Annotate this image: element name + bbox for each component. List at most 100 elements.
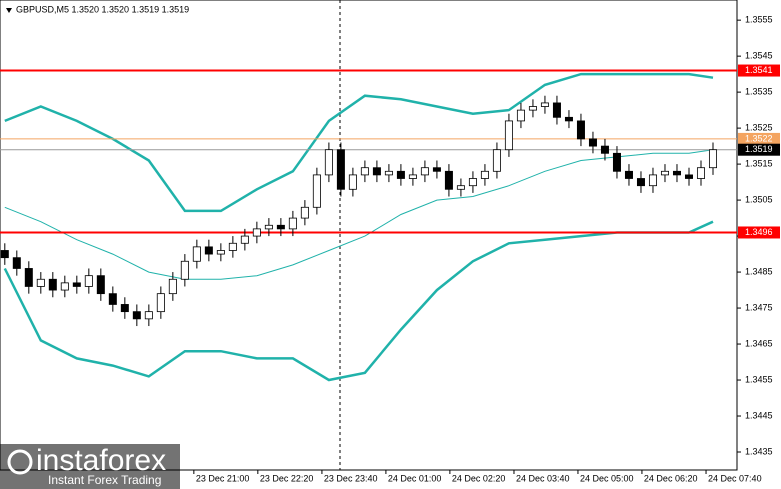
candle-body [264, 224, 273, 230]
band-line [4, 72, 714, 213]
candle-body [12, 257, 21, 269]
candle-body [96, 275, 105, 295]
candle-body [432, 167, 441, 172]
candle-body [612, 152, 621, 172]
y-tick-label: 1.3465 [745, 338, 773, 348]
level-label: 1.3496 [745, 227, 773, 237]
level-label-bg [738, 132, 780, 145]
y-tick-label: 1.3535 [745, 87, 773, 97]
candle-body [276, 224, 285, 230]
y-tick-label: 1.3475 [745, 302, 773, 312]
candle-body [240, 235, 249, 244]
candle-body [444, 170, 453, 190]
candle-body [180, 260, 189, 280]
candle-body [324, 149, 333, 176]
y-tick-label: 1.3505 [745, 194, 773, 204]
y-tick-label: 1.3555 [745, 15, 773, 25]
y-tick-label: 1.3525 [745, 122, 773, 132]
candle-body [372, 167, 381, 176]
watermark-tagline: Instant Forex Trading [48, 473, 161, 487]
candle-body [252, 228, 261, 237]
y-tick-label: 1.3455 [745, 374, 773, 384]
candle-body [672, 170, 681, 176]
candle-body [120, 304, 129, 313]
y-tick-label: 1.3435 [745, 446, 773, 456]
candle-body [648, 174, 657, 187]
band-line [3, 220, 714, 382]
x-tick-label: 23 Dec 22:20 [260, 473, 314, 483]
level-label-bg [738, 143, 780, 156]
x-tick-label: 24 Dec 06:20 [644, 473, 698, 483]
candle-body [192, 246, 201, 262]
candle-body [36, 278, 45, 287]
candle-body [588, 138, 597, 147]
candle-body [684, 174, 693, 179]
candle-body [396, 170, 405, 179]
candle-body [516, 109, 525, 122]
x-tick-label: 24 Dec 02:20 [452, 473, 506, 483]
chart-title: GBPUSD,M5 1.3520 1.3520 1.3519 1.3519 [16, 4, 189, 14]
candle-body [696, 167, 705, 179]
candle-body [348, 174, 357, 190]
candle-body [456, 185, 465, 190]
x-tick-label: 23 Dec 23:40 [324, 473, 378, 483]
level-label: 1.3519 [745, 144, 773, 154]
candle-body [108, 293, 117, 305]
candle-body [300, 206, 309, 219]
candle-body [360, 167, 369, 176]
candle-body [72, 282, 81, 287]
candle-body [540, 102, 549, 107]
watermark: instaforex Instant Forex Trading [0, 444, 180, 489]
x-tick-label: 24 Dec 01:00 [388, 473, 442, 483]
candle-body [336, 149, 345, 190]
candle-body [528, 106, 537, 111]
candle-body [552, 102, 561, 118]
candle-body [480, 170, 489, 179]
candle-body [384, 170, 393, 176]
candle-body [576, 120, 585, 140]
candle-body [312, 174, 321, 208]
candle-body [156, 293, 165, 313]
candle-body [0, 250, 9, 259]
watermark-brand: instaforex [36, 444, 166, 477]
candle-body [168, 278, 177, 295]
x-tick-label: 24 Dec 05:00 [580, 473, 634, 483]
candle-body [84, 275, 93, 287]
level-label-bg [738, 226, 780, 239]
title-arrow [6, 8, 12, 13]
level-label: 1.3541 [745, 65, 773, 75]
candle-body [132, 311, 141, 320]
plot-frame [0, 0, 738, 471]
marks [0, 69, 737, 382]
x-tick-label: 24 Dec 03:40 [516, 473, 570, 483]
candle-body [48, 278, 57, 291]
candle-body [204, 246, 213, 255]
level-label: 1.3522 [745, 133, 773, 143]
candle-body [564, 116, 573, 122]
x-tick-label: 23 Dec 21:00 [196, 473, 250, 483]
y-tick-label: 1.3545 [745, 51, 773, 61]
candle-body [408, 174, 417, 179]
y-tick-label: 1.3445 [745, 410, 773, 420]
candle-body [504, 120, 513, 151]
candle-body [60, 282, 69, 291]
y-tick-label: 1.3515 [745, 158, 773, 168]
candle-body [636, 178, 645, 187]
candle-body [600, 145, 609, 154]
candle-body [624, 170, 633, 179]
x-tick-label: 24 Dec 07:40 [708, 473, 762, 483]
candle-body [468, 178, 477, 187]
candle-body [660, 170, 669, 176]
candle-body [420, 167, 429, 176]
y-tick-label: 1.3485 [745, 266, 773, 276]
candle-body [708, 149, 717, 169]
candle-body [24, 268, 33, 287]
candle-body [288, 217, 297, 230]
candle-body [492, 149, 501, 172]
candle-body [216, 250, 225, 255]
candle-body [228, 242, 237, 251]
level-label-bg [738, 64, 780, 77]
logo-icon [7, 449, 33, 475]
candle-body [144, 311, 153, 320]
